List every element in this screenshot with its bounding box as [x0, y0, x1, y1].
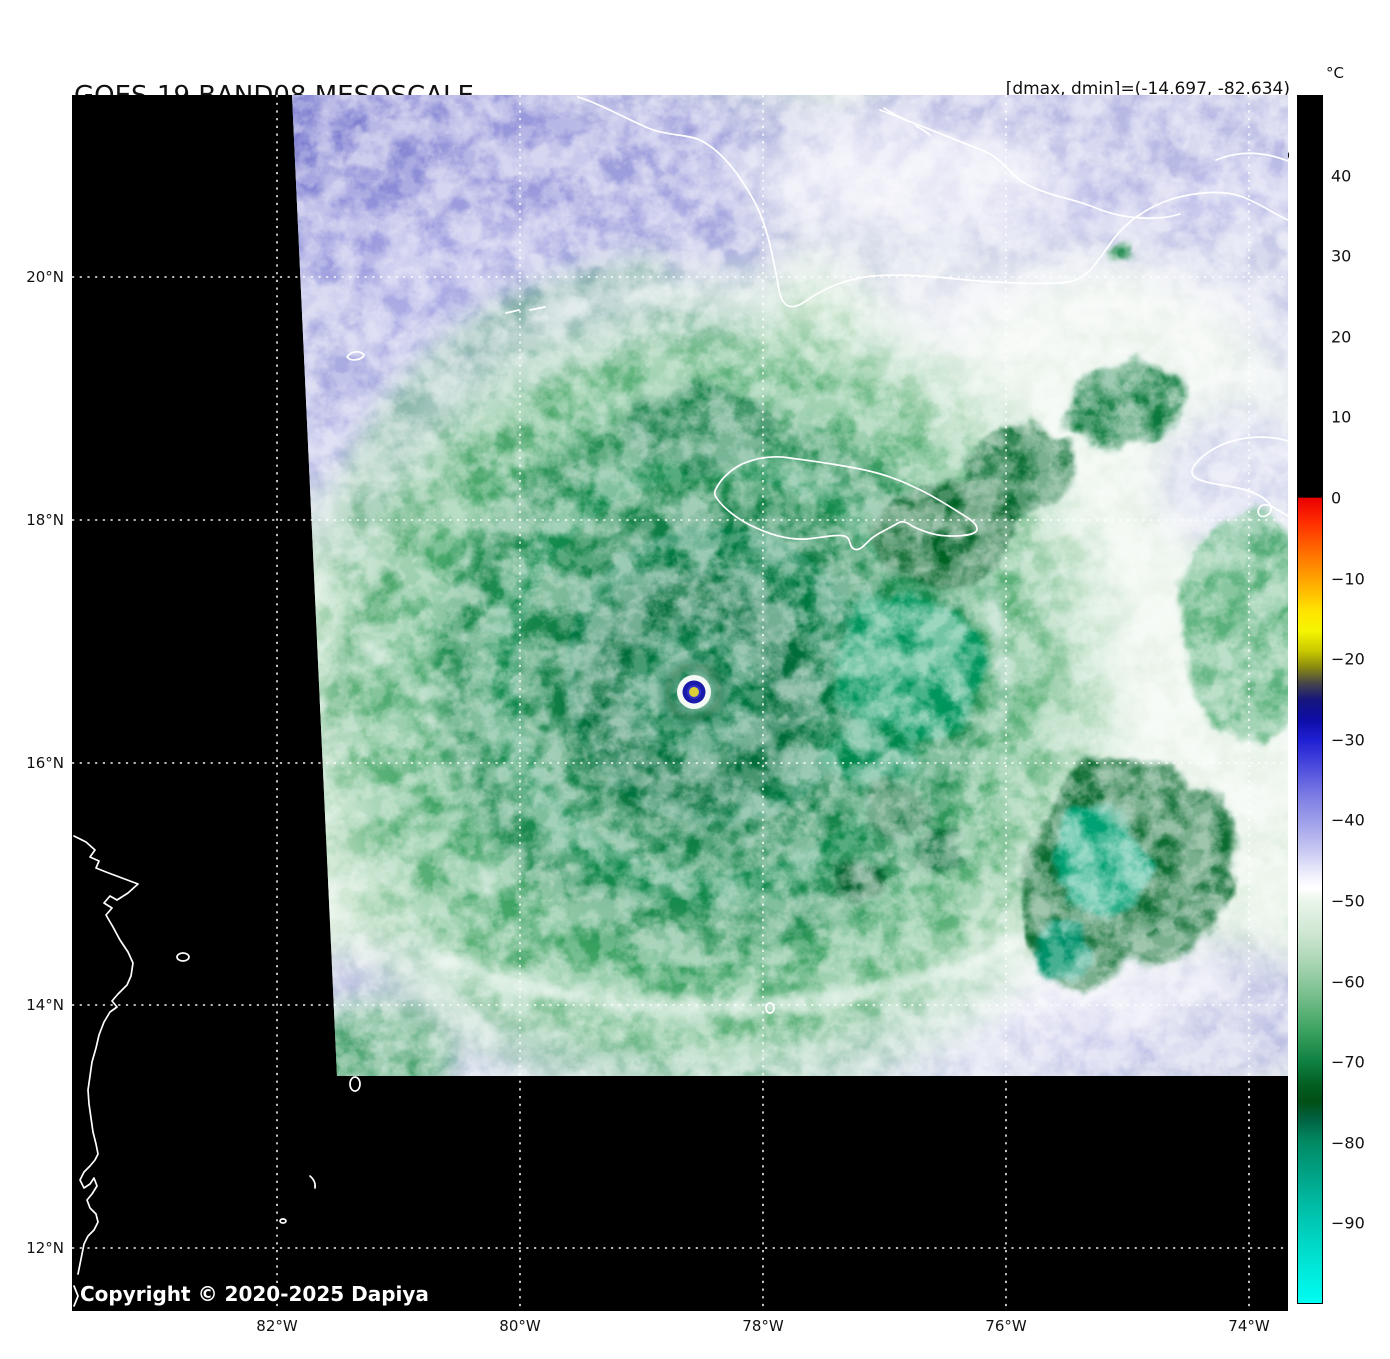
colorbar-tick-label: 20 [1331, 327, 1352, 347]
coastline-nicaragua [73, 835, 139, 1275]
satellite-data-region [292, 95, 1288, 1076]
coastline-cuba-cays [883, 107, 931, 136]
coastline-cuba-northeast [1215, 152, 1289, 162]
latitude-tick-label: 18°N [26, 510, 64, 529]
longitude-tick-label: 76°W [985, 1317, 1027, 1335]
hurricane-eye [663, 661, 725, 723]
colorbar-tick-label: 40 [1331, 166, 1352, 186]
coastline-cuba-south [577, 96, 1289, 308]
colorbar-gradient [1297, 95, 1323, 1304]
colorbar-tick-label: −20 [1331, 649, 1365, 669]
colorbar-tick-label: −90 [1331, 1213, 1365, 1233]
coastline-haiti-peninsula [1191, 436, 1289, 518]
island-small-cay [279, 1218, 287, 1224]
colorbar-tick-label: −80 [1331, 1133, 1365, 1153]
latitude-tick-label: 20°N [26, 268, 64, 286]
island-cayman-brac [529, 306, 546, 311]
latitude-tick-label: 16°N [26, 753, 64, 772]
dmax-dmin-readout: [dmax, dmin]=(-14.697, -82.634) [1005, 79, 1290, 99]
latitude-tick-label: 14°N [26, 996, 64, 1015]
island-little-cayman [505, 309, 520, 314]
colorbar-unit-label: °C [1326, 64, 1344, 82]
longitude-tick-label: 74°W [1228, 1317, 1270, 1335]
island-miskito-cay [176, 952, 190, 962]
island-providencia [349, 1076, 361, 1092]
coastlines [73, 96, 1289, 1307]
latitude-tick-label: 12°N [26, 1239, 64, 1258]
colorbar-tick-label: 10 [1331, 407, 1352, 427]
island-bajo-nuevo [765, 1002, 775, 1014]
satellite-map-image: Copyright © 2020-2025 Dapiya [72, 95, 1289, 1311]
map-panel: Copyright © 2020-2025 Dapiya [72, 95, 1289, 1311]
longitude-tick-label: 80°W [499, 1317, 541, 1335]
coastline-cuba-north [879, 109, 1181, 220]
colorbar-tick-label: 0 [1331, 488, 1342, 508]
colorbar-tick-label: −10 [1331, 569, 1365, 589]
colorbar-tick-label: −50 [1331, 891, 1365, 911]
island-grand-cayman [346, 351, 365, 361]
colorbar-tick-label: −70 [1331, 1052, 1365, 1072]
copyright-text: Copyright © 2020-2025 Dapiya [80, 1282, 429, 1306]
colorbar-tick-label: −30 [1331, 730, 1365, 750]
colorbar-tick-label: 30 [1331, 246, 1352, 266]
colorbar-tick-label: −40 [1331, 810, 1365, 830]
colorbar-tick-label: −60 [1331, 972, 1365, 992]
coastline-jamaica [713, 455, 978, 551]
coastline-nicaragua-corner [73, 1285, 79, 1307]
longitude-tick-label: 78°W [742, 1317, 784, 1335]
island-san-andres [309, 1175, 316, 1189]
longitude-tick-label: 82°W [256, 1317, 298, 1335]
